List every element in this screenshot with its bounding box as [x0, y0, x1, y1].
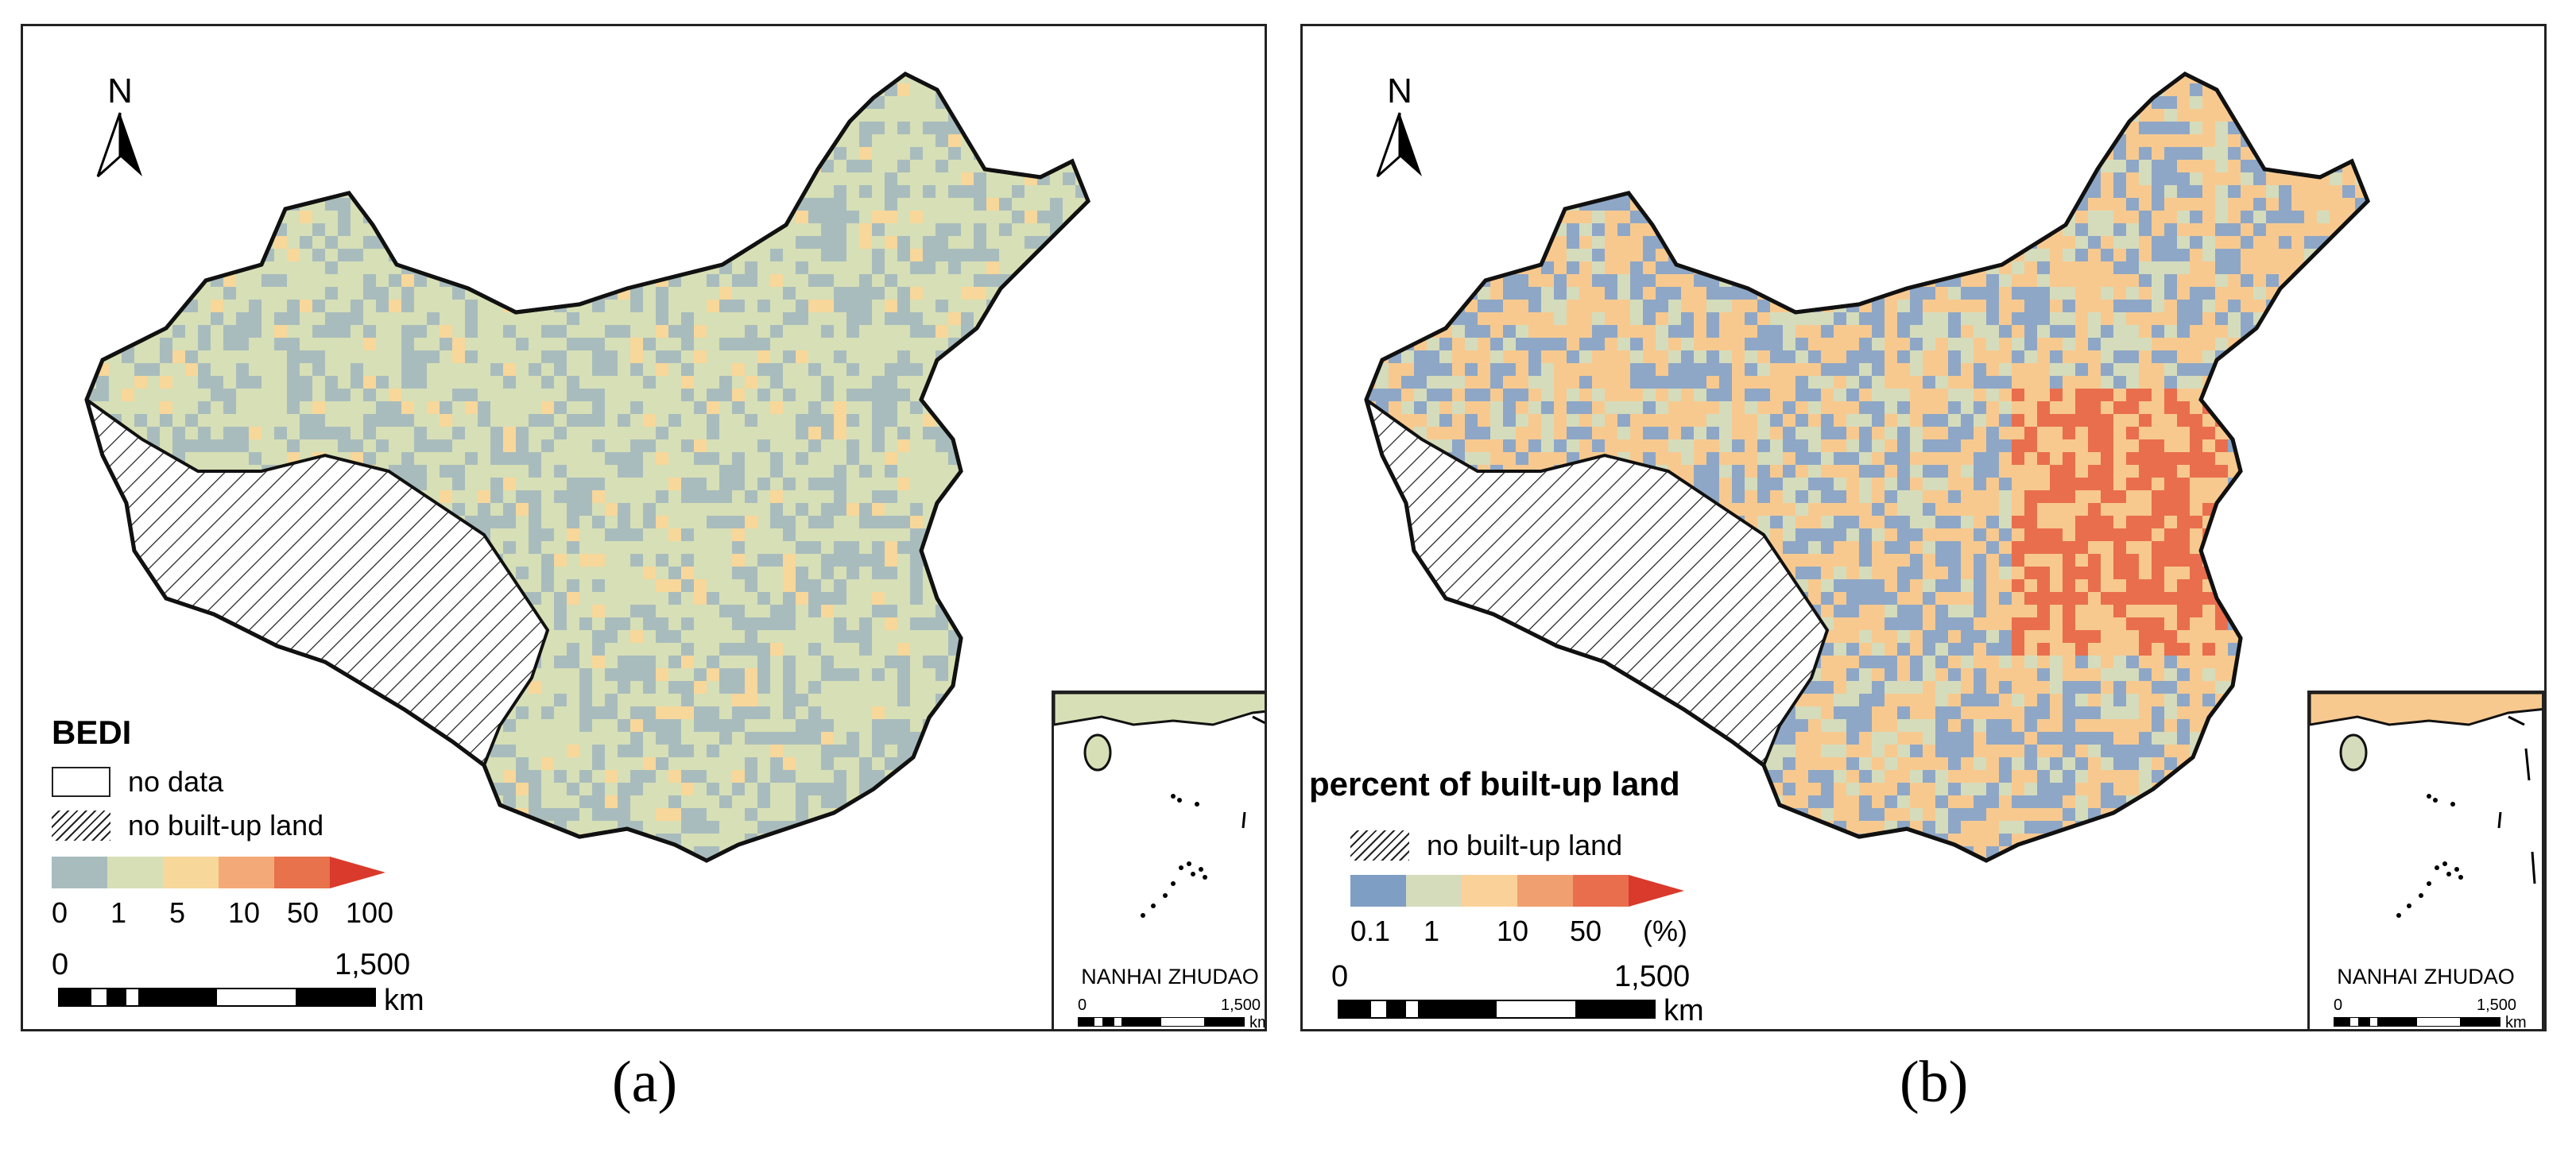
ramp-tick-label: (%) [1643, 915, 1687, 947]
nodata-swatch [52, 767, 110, 797]
scale-end: 1,500 [1614, 960, 1691, 993]
china-map-b [1364, 72, 2370, 863]
country-outline [1364, 72, 2370, 863]
north-arrow: N [1368, 74, 1431, 184]
ramp-segment [330, 857, 385, 888]
map-panel-b: N percent of built-up land no built-up l… [1300, 24, 2547, 1031]
ramp-tick-label: 10 [1497, 915, 1529, 947]
legend-title: BEDI [52, 714, 132, 751]
ramp-segment [1517, 875, 1573, 907]
inset-map: NANHAI ZHUDAO 0 1,500 km [2307, 691, 2544, 1031]
hatch-label: no built-up land [1427, 829, 1623, 861]
inset-scale-end: 1,500 [2477, 996, 2517, 1014]
north-label: N [107, 72, 133, 110]
inset-map: NANHAI ZHUDAO 0 1,500 km [1052, 691, 1265, 1031]
north-arrow-icon [96, 112, 142, 178]
caption-b: (b) [1900, 1050, 1969, 1115]
ramp-tick-label: 1 [110, 896, 127, 929]
scale-end: 1,500 [335, 948, 411, 981]
ramp-segment [1350, 875, 1406, 907]
hatch-swatch [1350, 830, 1409, 861]
ramp-tick-label: 10 [228, 896, 261, 929]
ramp-segment [107, 857, 163, 888]
color-ramp [1350, 875, 1684, 907]
ramp-tick-label: 50 [287, 896, 320, 929]
country-outline [84, 72, 1090, 863]
ramp-tick-label: 1 [1424, 915, 1440, 947]
ramp-tick-label: 50 [1570, 915, 1602, 947]
inset-scale-start: 0 [2334, 996, 2343, 1014]
ramp-segment [52, 857, 107, 888]
north-arrow-icon [1376, 112, 1422, 178]
inset-islands [2310, 693, 2542, 918]
ramp-ticks: 0.1 1 10 50 (%) [1350, 915, 1716, 950]
scale-bar [1338, 1000, 1656, 1019]
legend-hatch: no built-up land [1350, 829, 1622, 862]
scale-unit: km [384, 984, 424, 1017]
scale-start: 0 [1331, 960, 1349, 993]
ramp-segment [219, 857, 274, 888]
ramp-segment [1462, 875, 1517, 907]
color-ramp [52, 857, 385, 888]
north-label: N [1387, 72, 1412, 110]
ramp-ticks: 0 1 5 10 50 100 [52, 896, 393, 931]
ramp-segment [1629, 875, 1684, 907]
map-panel-a: N BEDI no data no built-up land 0 1 5 10 50 1… [21, 24, 1267, 1031]
ramp-segment [1406, 875, 1462, 907]
ramp-segment [1573, 875, 1629, 907]
ramp-tick-label: 100 [346, 896, 394, 929]
ramp-segment [163, 857, 219, 888]
inset-title: NANHAI ZHUDAO [1081, 965, 1259, 989]
nodata-label: no data [128, 765, 224, 798]
inset-scale-start: 0 [1078, 996, 1087, 1014]
ramp-tick-label: 0.1 [1350, 915, 1391, 947]
hatch-swatch [52, 811, 110, 841]
ramp-segment [274, 857, 330, 888]
north-arrow: N [88, 74, 152, 184]
legend-hatch: no built-up land [52, 809, 323, 842]
hatch-label: no built-up land [128, 809, 324, 842]
scale-unit: km [1664, 994, 1704, 1027]
inset-scale-bar [2334, 1017, 2500, 1027]
caption-a: (a) [612, 1050, 678, 1115]
inset-islands [1054, 693, 1265, 918]
scale-bar [58, 988, 376, 1007]
ramp-tick-label: 5 [169, 896, 186, 929]
legend-title: percent of built-up land [1309, 765, 1680, 803]
inset-scale-unit: km [2505, 1014, 2527, 1031]
inset-scale-unit: km [1249, 1014, 1265, 1031]
china-map-a [84, 72, 1090, 863]
inset-title: NANHAI ZHUDAO [2337, 965, 2515, 989]
scale-start: 0 [52, 948, 69, 981]
inset-scale-bar [1078, 1017, 1245, 1027]
inset-scale-end: 1,500 [1221, 996, 1261, 1014]
ramp-tick-label: 0 [52, 896, 68, 929]
legend-nodata: no data [52, 765, 223, 799]
